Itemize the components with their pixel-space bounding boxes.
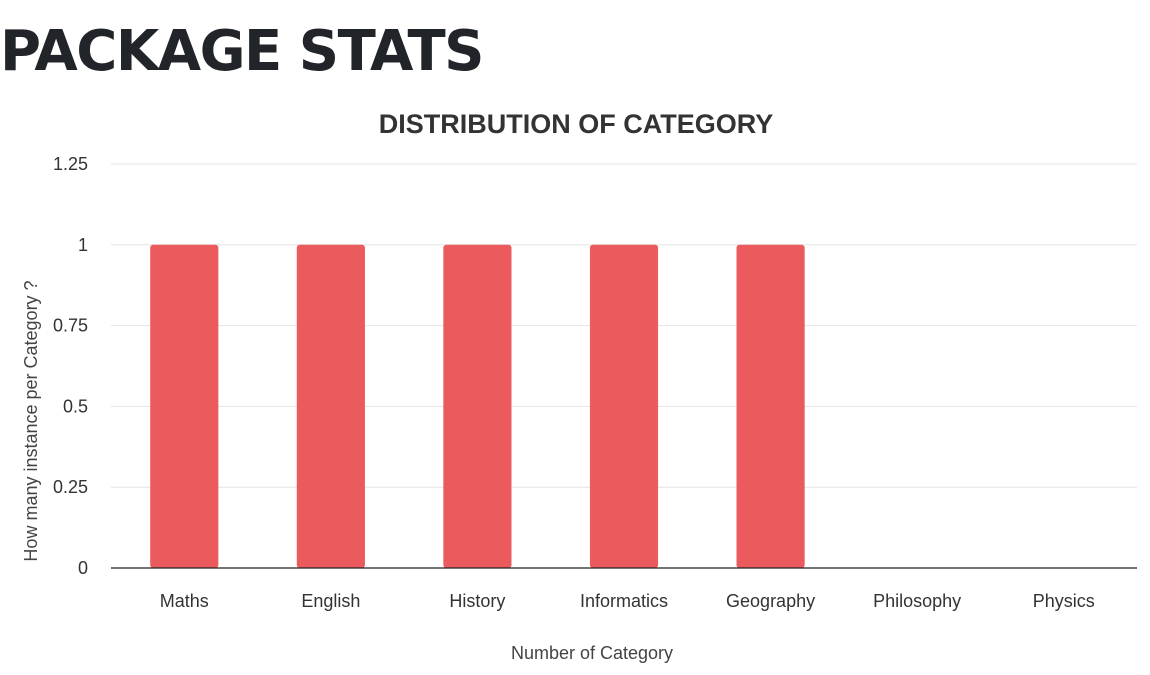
y-tick-label: 1: [78, 235, 88, 255]
x-tick-label-philosophy: Philosophy: [873, 591, 961, 611]
y-tick-label: 0: [78, 558, 88, 578]
bar-chart: DISTRIBUTION OF CATEGORY 0 0.25 0.5 0.75 1 1.…: [21, 109, 1137, 663]
x-tick-label-informatics: Informatics: [580, 591, 668, 611]
y-tick-label: 0.75: [53, 316, 88, 336]
x-tick-label-physics: Physics: [1033, 591, 1095, 611]
bars: [150, 244, 805, 569]
y-tick-labels: 0 0.25 0.5 0.75 1 1.25: [53, 154, 88, 578]
bar-informatics[interactable]: [589, 244, 659, 569]
x-tick-label-history: History: [449, 591, 505, 611]
x-tick-label-geography: Geography: [726, 591, 815, 611]
bar-english[interactable]: [296, 244, 365, 569]
x-tick-labels: Maths English History Informatics Geography P…: [160, 591, 1095, 611]
page-title: PACKAGE STATS: [0, 19, 485, 84]
bar-history[interactable]: [443, 244, 512, 569]
y-tick-label: 0.5: [63, 396, 88, 416]
bar-maths[interactable]: [150, 244, 219, 569]
y-tick-label: 1.25: [53, 154, 88, 174]
x-tick-label-maths: Maths: [160, 591, 209, 611]
chart-container: DISTRIBUTION OF CATEGORY 0 0.25 0.5 0.75 1 1.…: [0, 96, 1150, 675]
y-tick-label: 0.25: [53, 477, 88, 497]
chart-title: DISTRIBUTION OF CATEGORY: [379, 109, 774, 139]
x-tick-label-english: English: [301, 591, 360, 611]
y-axis-title: How many instance per Category ?: [21, 280, 41, 561]
x-axis-title: Number of Category: [511, 643, 673, 663]
bar-geography[interactable]: [736, 244, 805, 569]
